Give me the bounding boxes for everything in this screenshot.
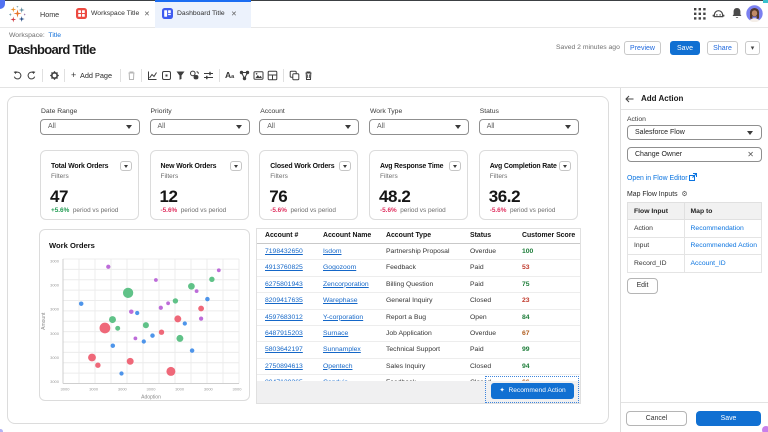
svg-text:3000: 3000	[147, 387, 157, 392]
svg-text:3000: 3000	[50, 283, 60, 288]
svg-text:3000: 3000	[204, 387, 214, 392]
svg-text:3000: 3000	[50, 259, 60, 264]
svg-text:3000: 3000	[61, 387, 71, 392]
svg-text:3000: 3000	[50, 355, 60, 360]
svg-text:Adoption: Adoption	[141, 395, 161, 401]
svg-text:3000: 3000	[89, 387, 99, 392]
svg-text:3000: 3000	[50, 331, 60, 336]
svg-text:3000: 3000	[118, 387, 128, 392]
svg-text:3000: 3000	[233, 387, 243, 392]
svg-text:Amount: Amount	[41, 312, 47, 330]
svg-text:3000: 3000	[50, 379, 60, 384]
svg-text:3000: 3000	[175, 387, 185, 392]
svg-text:3000: 3000	[50, 307, 60, 312]
